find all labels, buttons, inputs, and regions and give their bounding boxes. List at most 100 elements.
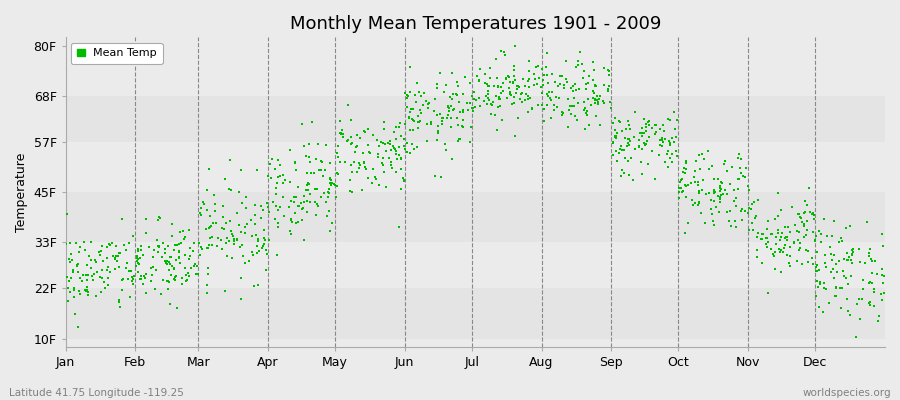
- Point: [311, 202, 326, 209]
- Point: [294, 200, 309, 206]
- Point: [596, 97, 610, 104]
- Point: [809, 278, 824, 284]
- Text: worldspecies.org: worldspecies.org: [803, 388, 891, 398]
- Point: [383, 147, 398, 153]
- Point: [797, 223, 812, 230]
- Point: [671, 195, 686, 201]
- Point: [302, 181, 316, 187]
- Point: [745, 200, 760, 207]
- Point: [858, 260, 872, 266]
- Point: [692, 198, 706, 205]
- Point: [200, 207, 214, 214]
- Point: [518, 97, 532, 104]
- Point: [482, 74, 497, 81]
- Point: [329, 182, 344, 189]
- Point: [225, 230, 239, 237]
- Point: [247, 283, 261, 289]
- Point: [76, 239, 91, 246]
- Point: [853, 315, 868, 322]
- Point: [774, 207, 788, 214]
- Point: [754, 235, 769, 242]
- Point: [449, 78, 464, 85]
- Point: [90, 269, 104, 275]
- Point: [555, 72, 570, 79]
- Point: [792, 228, 806, 235]
- Point: [855, 276, 869, 283]
- Point: [146, 253, 160, 260]
- Point: [808, 238, 823, 244]
- Point: [814, 238, 828, 245]
- Point: [334, 131, 348, 137]
- Point: [256, 227, 271, 233]
- Point: [787, 239, 801, 246]
- Point: [393, 156, 408, 162]
- Point: [189, 271, 203, 277]
- Point: [712, 209, 726, 215]
- Point: [563, 102, 578, 109]
- Point: [609, 158, 624, 164]
- Point: [216, 203, 230, 209]
- Point: [130, 255, 144, 261]
- Point: [718, 158, 733, 165]
- Point: [238, 205, 253, 212]
- Point: [780, 224, 795, 230]
- Point: [412, 119, 427, 126]
- Point: [723, 181, 737, 188]
- Point: [106, 252, 121, 259]
- Point: [626, 177, 641, 183]
- Point: [446, 107, 460, 113]
- Point: [616, 169, 631, 176]
- Point: [825, 266, 840, 272]
- Point: [329, 194, 344, 200]
- Point: [254, 203, 268, 210]
- Point: [499, 76, 513, 82]
- Point: [566, 102, 580, 109]
- Point: [93, 252, 107, 259]
- Point: [734, 170, 748, 176]
- Point: [166, 276, 181, 282]
- Point: [765, 230, 779, 237]
- Point: [805, 255, 819, 261]
- Point: [80, 277, 94, 283]
- Point: [767, 252, 781, 259]
- Point: [497, 49, 511, 55]
- Point: [797, 234, 812, 240]
- Point: [322, 175, 337, 181]
- Point: [554, 109, 569, 115]
- Point: [844, 257, 859, 263]
- Point: [713, 193, 727, 200]
- Point: [227, 241, 241, 247]
- Point: [832, 285, 847, 291]
- Point: [234, 275, 248, 281]
- Point: [75, 278, 89, 284]
- Point: [400, 92, 414, 98]
- Point: [840, 296, 854, 302]
- Point: [253, 214, 267, 221]
- Point: [502, 88, 517, 95]
- Point: [806, 211, 820, 218]
- Point: [394, 155, 409, 162]
- Point: [66, 266, 80, 273]
- Point: [770, 230, 785, 236]
- Point: [621, 158, 635, 165]
- Point: [377, 169, 392, 175]
- Point: [640, 138, 654, 144]
- Point: [121, 260, 135, 266]
- Point: [715, 192, 729, 198]
- Point: [632, 137, 646, 143]
- Point: [273, 204, 287, 210]
- Point: [468, 104, 482, 111]
- Point: [284, 228, 298, 234]
- Point: [615, 147, 629, 154]
- Point: [414, 110, 428, 116]
- Point: [382, 141, 397, 147]
- Point: [714, 179, 728, 185]
- Point: [726, 198, 741, 204]
- Point: [134, 273, 148, 280]
- Point: [785, 204, 799, 210]
- Point: [503, 79, 517, 86]
- Point: [701, 166, 716, 172]
- Bar: [66, 192, 885, 242]
- Point: [841, 256, 855, 263]
- Point: [751, 230, 765, 236]
